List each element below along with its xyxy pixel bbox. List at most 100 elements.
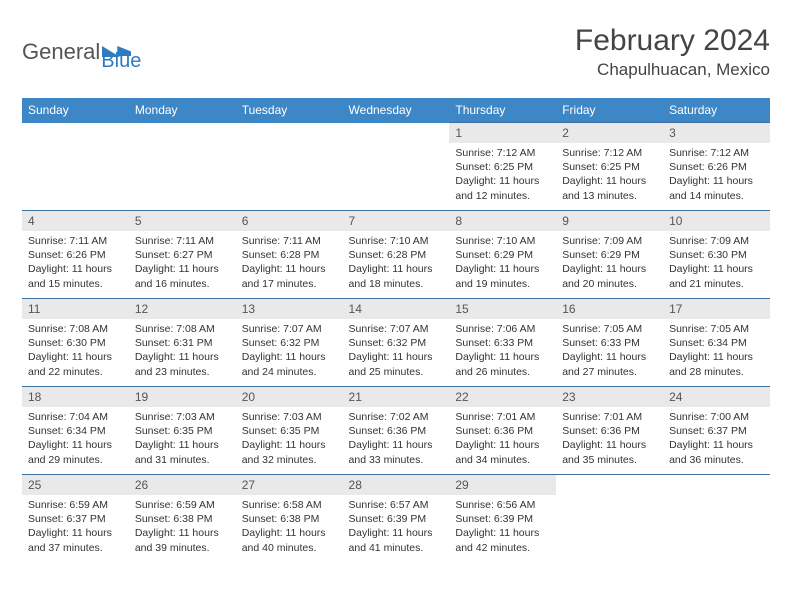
calendar-cell: 14Sunrise: 7:07 AMSunset: 6:32 PMDayligh…	[343, 299, 450, 387]
calendar-cell	[22, 123, 129, 211]
logo-wedge-icon	[117, 46, 131, 56]
day-info: Sunrise: 7:12 AMSunset: 6:25 PMDaylight:…	[556, 143, 663, 205]
day-info: Sunrise: 7:03 AMSunset: 6:35 PMDaylight:…	[129, 407, 236, 469]
day-info: Sunrise: 7:07 AMSunset: 6:32 PMDaylight:…	[236, 319, 343, 381]
calendar-cell	[343, 123, 450, 211]
day-info: Sunrise: 7:11 AMSunset: 6:26 PMDaylight:…	[22, 231, 129, 293]
day-number: 7	[343, 211, 450, 231]
day-number: 10	[663, 211, 770, 231]
day-info: Sunrise: 7:09 AMSunset: 6:30 PMDaylight:…	[663, 231, 770, 293]
day-info: Sunrise: 7:01 AMSunset: 6:36 PMDaylight:…	[449, 407, 556, 469]
calendar-cell: 25Sunrise: 6:59 AMSunset: 6:37 PMDayligh…	[22, 475, 129, 563]
day-info: Sunrise: 7:08 AMSunset: 6:31 PMDaylight:…	[129, 319, 236, 381]
calendar-row: 11Sunrise: 7:08 AMSunset: 6:30 PMDayligh…	[22, 299, 770, 387]
calendar-cell: 19Sunrise: 7:03 AMSunset: 6:35 PMDayligh…	[129, 387, 236, 475]
calendar-cell: 2Sunrise: 7:12 AMSunset: 6:25 PMDaylight…	[556, 123, 663, 211]
calendar-cell: 8Sunrise: 7:10 AMSunset: 6:29 PMDaylight…	[449, 211, 556, 299]
weekday-sun: Sunday	[22, 98, 129, 123]
calendar-row: 4Sunrise: 7:11 AMSunset: 6:26 PMDaylight…	[22, 211, 770, 299]
calendar-cell: 26Sunrise: 6:59 AMSunset: 6:38 PMDayligh…	[129, 475, 236, 563]
calendar-table: Sunday Monday Tuesday Wednesday Thursday…	[22, 98, 770, 563]
calendar-cell: 28Sunrise: 6:57 AMSunset: 6:39 PMDayligh…	[343, 475, 450, 563]
day-number: 3	[663, 123, 770, 143]
day-info: Sunrise: 7:04 AMSunset: 6:34 PMDaylight:…	[22, 407, 129, 469]
calendar-cell: 22Sunrise: 7:01 AMSunset: 6:36 PMDayligh…	[449, 387, 556, 475]
month-title: February 2024	[575, 24, 770, 58]
day-info: Sunrise: 7:11 AMSunset: 6:27 PMDaylight:…	[129, 231, 236, 293]
day-number: 23	[556, 387, 663, 407]
day-number: 9	[556, 211, 663, 231]
calendar-row: 18Sunrise: 7:04 AMSunset: 6:34 PMDayligh…	[22, 387, 770, 475]
header: General Blue February 2024 Chapulhuacan,…	[22, 24, 770, 80]
day-number: 29	[449, 475, 556, 495]
calendar-cell: 21Sunrise: 7:02 AMSunset: 6:36 PMDayligh…	[343, 387, 450, 475]
day-info: Sunrise: 7:12 AMSunset: 6:26 PMDaylight:…	[663, 143, 770, 205]
day-info: Sunrise: 7:00 AMSunset: 6:37 PMDaylight:…	[663, 407, 770, 469]
day-number: 19	[129, 387, 236, 407]
day-info: Sunrise: 7:07 AMSunset: 6:32 PMDaylight:…	[343, 319, 450, 381]
day-number: 27	[236, 475, 343, 495]
day-info: Sunrise: 7:01 AMSunset: 6:36 PMDaylight:…	[556, 407, 663, 469]
day-info: Sunrise: 7:08 AMSunset: 6:30 PMDaylight:…	[22, 319, 129, 381]
weekday-tue: Tuesday	[236, 98, 343, 123]
weekday-sat: Saturday	[663, 98, 770, 123]
weekday-fri: Friday	[556, 98, 663, 123]
day-info: Sunrise: 6:59 AMSunset: 6:38 PMDaylight:…	[129, 495, 236, 557]
day-info: Sunrise: 7:05 AMSunset: 6:34 PMDaylight:…	[663, 319, 770, 381]
calendar-cell	[129, 123, 236, 211]
day-info: Sunrise: 7:03 AMSunset: 6:35 PMDaylight:…	[236, 407, 343, 469]
calendar-cell: 12Sunrise: 7:08 AMSunset: 6:31 PMDayligh…	[129, 299, 236, 387]
logo-text-general: General	[22, 39, 100, 65]
calendar-cell: 1Sunrise: 7:12 AMSunset: 6:25 PMDaylight…	[449, 123, 556, 211]
calendar-cell: 4Sunrise: 7:11 AMSunset: 6:26 PMDaylight…	[22, 211, 129, 299]
day-number: 1	[449, 123, 556, 143]
day-number: 14	[343, 299, 450, 319]
calendar-cell	[663, 475, 770, 563]
calendar-cell: 24Sunrise: 7:00 AMSunset: 6:37 PMDayligh…	[663, 387, 770, 475]
calendar-cell: 7Sunrise: 7:10 AMSunset: 6:28 PMDaylight…	[343, 211, 450, 299]
day-info: Sunrise: 7:09 AMSunset: 6:29 PMDaylight:…	[556, 231, 663, 293]
weekday-thu: Thursday	[449, 98, 556, 123]
calendar-cell: 9Sunrise: 7:09 AMSunset: 6:29 PMDaylight…	[556, 211, 663, 299]
weekday-wed: Wednesday	[343, 98, 450, 123]
calendar-cell: 29Sunrise: 6:56 AMSunset: 6:39 PMDayligh…	[449, 475, 556, 563]
day-info: Sunrise: 7:10 AMSunset: 6:28 PMDaylight:…	[343, 231, 450, 293]
day-number: 13	[236, 299, 343, 319]
calendar-cell: 15Sunrise: 7:06 AMSunset: 6:33 PMDayligh…	[449, 299, 556, 387]
calendar-cell: 5Sunrise: 7:11 AMSunset: 6:27 PMDaylight…	[129, 211, 236, 299]
day-info: Sunrise: 6:56 AMSunset: 6:39 PMDaylight:…	[449, 495, 556, 557]
day-number: 17	[663, 299, 770, 319]
location: Chapulhuacan, Mexico	[575, 60, 770, 80]
day-number: 12	[129, 299, 236, 319]
day-info: Sunrise: 7:05 AMSunset: 6:33 PMDaylight:…	[556, 319, 663, 381]
day-number: 22	[449, 387, 556, 407]
day-number: 20	[236, 387, 343, 407]
calendar-cell: 20Sunrise: 7:03 AMSunset: 6:35 PMDayligh…	[236, 387, 343, 475]
calendar-cell: 13Sunrise: 7:07 AMSunset: 6:32 PMDayligh…	[236, 299, 343, 387]
day-info: Sunrise: 7:02 AMSunset: 6:36 PMDaylight:…	[343, 407, 450, 469]
day-number: 5	[129, 211, 236, 231]
day-number: 4	[22, 211, 129, 231]
day-info: Sunrise: 7:11 AMSunset: 6:28 PMDaylight:…	[236, 231, 343, 293]
calendar-cell: 10Sunrise: 7:09 AMSunset: 6:30 PMDayligh…	[663, 211, 770, 299]
day-number: 26	[129, 475, 236, 495]
day-info: Sunrise: 6:58 AMSunset: 6:38 PMDaylight:…	[236, 495, 343, 557]
day-number: 2	[556, 123, 663, 143]
day-number: 28	[343, 475, 450, 495]
calendar-cell: 27Sunrise: 6:58 AMSunset: 6:38 PMDayligh…	[236, 475, 343, 563]
calendar-cell: 17Sunrise: 7:05 AMSunset: 6:34 PMDayligh…	[663, 299, 770, 387]
day-number: 24	[663, 387, 770, 407]
weekday-row: Sunday Monday Tuesday Wednesday Thursday…	[22, 98, 770, 123]
calendar-cell	[236, 123, 343, 211]
calendar-cell: 23Sunrise: 7:01 AMSunset: 6:36 PMDayligh…	[556, 387, 663, 475]
day-info: Sunrise: 7:12 AMSunset: 6:25 PMDaylight:…	[449, 143, 556, 205]
calendar-cell	[556, 475, 663, 563]
calendar-cell: 3Sunrise: 7:12 AMSunset: 6:26 PMDaylight…	[663, 123, 770, 211]
day-info: Sunrise: 7:10 AMSunset: 6:29 PMDaylight:…	[449, 231, 556, 293]
calendar-row: 25Sunrise: 6:59 AMSunset: 6:37 PMDayligh…	[22, 475, 770, 563]
calendar-cell: 11Sunrise: 7:08 AMSunset: 6:30 PMDayligh…	[22, 299, 129, 387]
calendar-cell: 18Sunrise: 7:04 AMSunset: 6:34 PMDayligh…	[22, 387, 129, 475]
day-number: 6	[236, 211, 343, 231]
weekday-mon: Monday	[129, 98, 236, 123]
day-number: 8	[449, 211, 556, 231]
